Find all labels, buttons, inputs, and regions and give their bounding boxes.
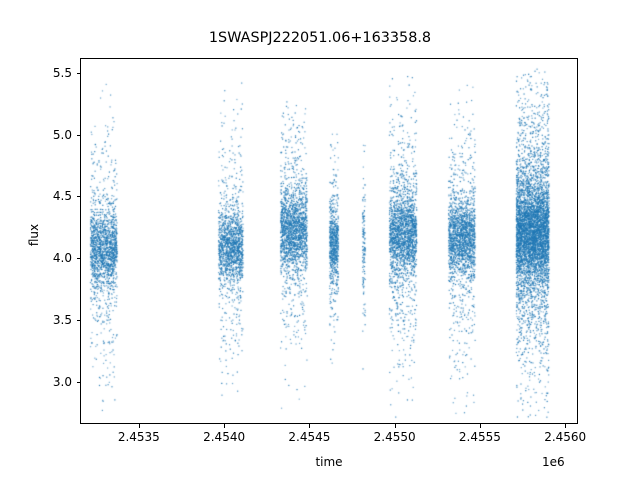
plot-axes bbox=[80, 58, 579, 425]
y-tick-label: 3.0 bbox=[52, 374, 72, 389]
y-tick-label: 5.0 bbox=[52, 127, 72, 142]
y-axis-label: flux bbox=[27, 223, 41, 247]
y-tick-mark bbox=[76, 134, 80, 136]
x-tick-label: 2.4535 bbox=[117, 430, 160, 444]
y-tick-mark bbox=[76, 258, 80, 260]
x-tick-mark bbox=[224, 424, 226, 428]
x-tick-mark bbox=[138, 424, 140, 428]
y-tick-label: 3.5 bbox=[52, 313, 72, 328]
x-tick-mark bbox=[394, 424, 396, 428]
x-tick-label: 2.4550 bbox=[373, 430, 416, 444]
x-axis-offset-label: 1e6 bbox=[542, 455, 565, 469]
x-tick-mark bbox=[565, 424, 567, 428]
y-tick-mark bbox=[76, 320, 80, 322]
y-tick-mark bbox=[76, 196, 80, 198]
y-tick-label: 4.5 bbox=[52, 189, 72, 204]
x-tick-label: 2.4560 bbox=[544, 430, 587, 444]
y-tick-mark bbox=[76, 381, 80, 383]
y-tick-mark bbox=[76, 72, 80, 74]
page-title: 1SWASPJ222051.06+163358.8 bbox=[208, 30, 432, 46]
x-tick-label: 2.4540 bbox=[203, 430, 246, 444]
x-tick-label: 2.4545 bbox=[288, 430, 331, 444]
y-tick-label: 5.5 bbox=[52, 65, 72, 80]
x-tick-label: 2.4555 bbox=[458, 430, 501, 444]
scatter-plot-canvas bbox=[81, 59, 579, 425]
x-axis-label: time bbox=[315, 455, 343, 469]
x-tick-mark bbox=[309, 424, 311, 428]
x-tick-mark bbox=[479, 424, 481, 428]
y-tick-label: 4.0 bbox=[52, 251, 72, 266]
